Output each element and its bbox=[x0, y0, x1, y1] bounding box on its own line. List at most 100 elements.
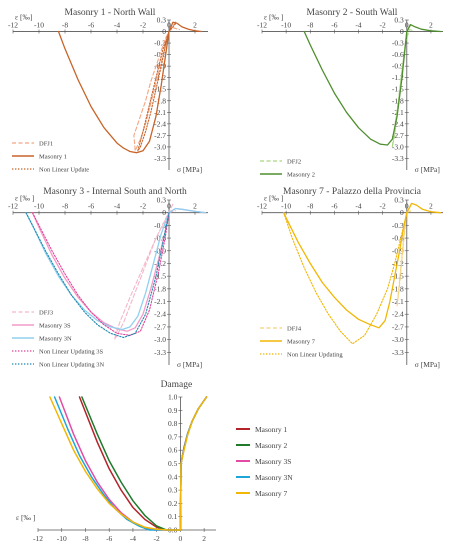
y-tick-label: -3.0 bbox=[392, 335, 404, 344]
series-line-2 bbox=[31, 207, 207, 332]
legend-label: Masonry 1 bbox=[255, 425, 288, 434]
x-tick-label: -2 bbox=[380, 202, 386, 211]
y-tick-label: 0.2 bbox=[168, 499, 178, 508]
x-tick-label: 2 bbox=[193, 202, 197, 211]
x-tick-label: -6 bbox=[88, 21, 94, 30]
y-tick-label: -1.5 bbox=[392, 85, 404, 94]
x-tick-label: -10 bbox=[57, 534, 67, 543]
y-tick-label: 1.0 bbox=[168, 393, 178, 402]
x-tick-label: 2 bbox=[202, 534, 206, 543]
x-tick-label: -10 bbox=[34, 202, 44, 211]
x-tick-label: 0 bbox=[167, 21, 171, 30]
y-tick-label: -3.0 bbox=[154, 142, 166, 151]
legend: DFJ1 Masonry 1 Non Linear Update bbox=[12, 141, 89, 174]
series-line-2 bbox=[81, 396, 208, 531]
chart-panel-damage: Damage -12 -10 -8 -6 -4 -2 0 2 1.0 0.9 0.8 0.7 0.6 0.5… bbox=[16, 380, 293, 543]
series-line-1 bbox=[78, 396, 208, 531]
legend-label: Masonry 3N bbox=[255, 473, 293, 482]
y-tick-label: -2.7 bbox=[392, 131, 404, 140]
x-tick-label: -8 bbox=[82, 534, 88, 543]
y-tick-label: 0.3 bbox=[157, 16, 167, 25]
series-line-5 bbox=[25, 212, 170, 339]
legend: DFJ2 Masonry 2 bbox=[260, 159, 315, 179]
x-tick-label: -2 bbox=[154, 534, 160, 543]
chart-panel-1: Masonry 1 - North Wall -12 -10 -8 -6 -4 -2 0 2 0.… bbox=[8, 8, 208, 174]
x-tick-label: -6 bbox=[88, 202, 94, 211]
legend-label: Masonry 7 bbox=[287, 339, 316, 346]
y-tick-label: -2.7 bbox=[154, 131, 166, 140]
x-tick-label: -12 bbox=[257, 21, 267, 30]
y-tick-label: -1.2 bbox=[392, 259, 404, 268]
y-axis-label: σ [MPa] bbox=[415, 165, 440, 174]
legend: DFJ3 Masonry 3S Masonry 3N Non Linear Updat… bbox=[12, 310, 104, 369]
x-tick-label: 0 bbox=[405, 21, 409, 30]
series-line-4 bbox=[31, 212, 170, 336]
x-tick-label: -4 bbox=[355, 202, 361, 211]
x-axis-label: ε [‰ ] bbox=[264, 194, 283, 203]
chart-panel-2: Masonry 2 - South Wall -12 -10 -8 -6 -4 -2 0 2 0.… bbox=[257, 8, 443, 179]
series-line-3 bbox=[283, 212, 408, 345]
x-tick-label: -6 bbox=[106, 534, 112, 543]
y-tick-label: 0.3 bbox=[168, 486, 178, 495]
y-tick-label: 0.3 bbox=[394, 196, 404, 205]
y-tick-label: 0 bbox=[162, 27, 166, 36]
x-tick-label: -2 bbox=[140, 21, 146, 30]
series-line-1 bbox=[133, 21, 180, 152]
legend-label: DFJ4 bbox=[287, 326, 302, 333]
legend-label: DFJ3 bbox=[39, 310, 53, 317]
y-tick-label: -3.0 bbox=[392, 142, 404, 151]
y-axis-label: σ [MPa] bbox=[177, 165, 202, 174]
legend-label: Masonry 3S bbox=[255, 457, 291, 466]
y-tick-label: -3.0 bbox=[154, 335, 166, 344]
y-tick-label: 0.4 bbox=[168, 472, 178, 481]
x-tick-label: -4 bbox=[130, 534, 136, 543]
x-axis-label: ε [‰ ] bbox=[15, 194, 34, 203]
x-tick-label: -10 bbox=[281, 202, 291, 211]
y-tick-label: 0.6 bbox=[168, 446, 178, 455]
y-tick-label: 0 bbox=[400, 27, 404, 36]
x-tick-label: 0 bbox=[179, 534, 183, 543]
legend-label: Masonry 2 bbox=[287, 172, 315, 179]
x-tick-label: 2 bbox=[193, 21, 197, 30]
series-line-2 bbox=[303, 23, 442, 146]
y-axis-label: σ [MPa] bbox=[415, 360, 440, 369]
legend-label: DFJ2 bbox=[287, 159, 301, 166]
y-tick-label: -1.8 bbox=[154, 96, 166, 105]
y-axis-label: σ [MPa] bbox=[177, 360, 202, 369]
series-line-3 bbox=[25, 207, 207, 331]
x-tick-label: -2 bbox=[380, 21, 386, 30]
x-tick-label: -12 bbox=[33, 534, 43, 543]
chart-title: Damage bbox=[161, 380, 193, 390]
x-tick-label: -12 bbox=[8, 21, 18, 30]
x-axis-label: ε [‰ ] bbox=[264, 13, 283, 22]
y-tick-label: -0.9 bbox=[392, 62, 404, 71]
x-tick-label: -8 bbox=[307, 21, 313, 30]
y-tick-label: 0.5 bbox=[168, 459, 178, 468]
x-axis-label: ε [‰ ] bbox=[16, 513, 35, 522]
y-tick-label: -3.3 bbox=[154, 154, 166, 163]
x-axis-label: ε [‰] bbox=[15, 13, 33, 22]
y-tick-label: 0 bbox=[162, 208, 166, 217]
y-tick-label: -1.2 bbox=[392, 73, 404, 82]
series-line-2 bbox=[57, 21, 203, 154]
x-tick-label: -8 bbox=[307, 202, 313, 211]
y-tick-label: 0.1 bbox=[168, 512, 178, 521]
legend-label: Non Linear Updating 3S bbox=[39, 349, 103, 356]
legend-label: Masonry 3N bbox=[39, 336, 72, 343]
legend-label: Masonry 3S bbox=[39, 323, 71, 330]
series-line-3 bbox=[137, 23, 177, 152]
y-tick-label: -1.8 bbox=[154, 284, 166, 293]
y-tick-label: 0.3 bbox=[394, 16, 404, 25]
y-tick-label: -2.7 bbox=[392, 322, 404, 331]
y-tick-label: -2.4 bbox=[392, 119, 404, 128]
y-tick-label: -2.4 bbox=[392, 310, 404, 319]
y-tick-label: -2.7 bbox=[154, 322, 166, 331]
chart-panel-4: Masonry 7 - Palazzo della Provincia -12 -1… bbox=[257, 187, 443, 369]
x-tick-label: -4 bbox=[114, 21, 120, 30]
series-line-1 bbox=[113, 203, 177, 341]
y-tick-label: 0.7 bbox=[168, 432, 178, 441]
series-line-1 bbox=[396, 205, 413, 307]
y-tick-label: 0.3 bbox=[157, 196, 167, 205]
series-line-4 bbox=[53, 396, 208, 531]
legend-label: DFJ1 bbox=[39, 141, 53, 148]
